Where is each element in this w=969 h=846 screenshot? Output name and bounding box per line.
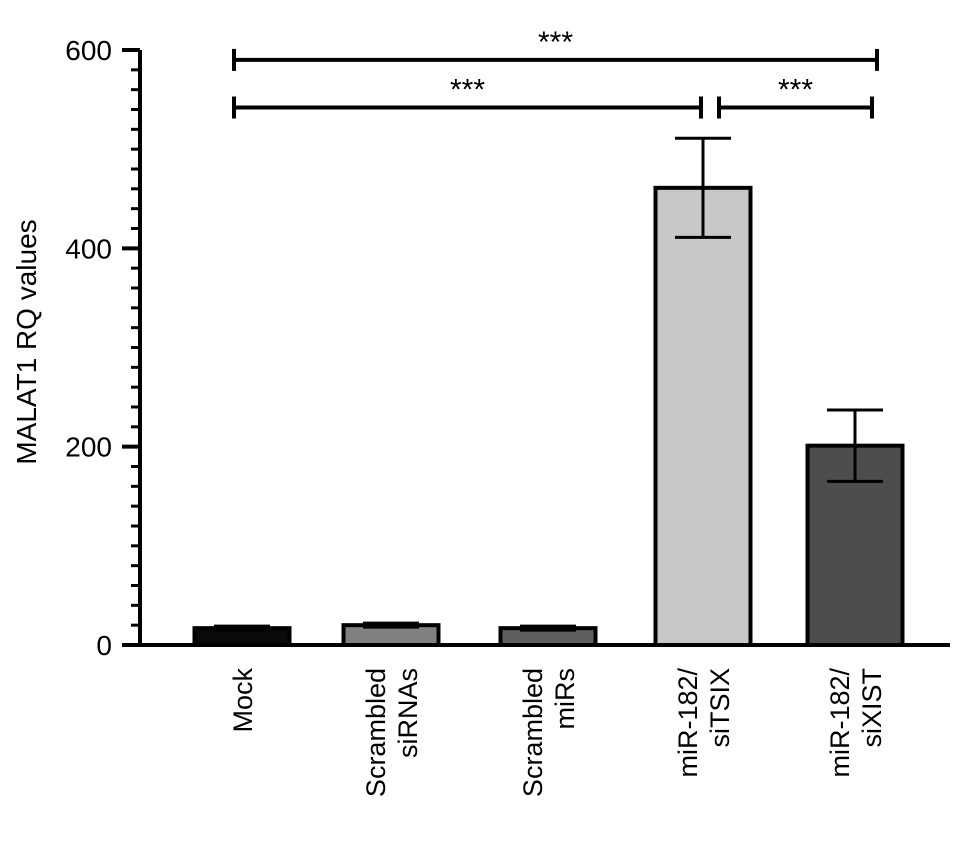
y-tick-label: 200 (65, 432, 112, 463)
significance-label: *** (538, 26, 573, 59)
x-tick-label: miRs (550, 668, 580, 730)
y-tick-label: 400 (65, 233, 112, 264)
x-tick-label: siTSIX (705, 668, 735, 748)
x-tick-label: Mock (228, 668, 258, 733)
bar (805, 443, 905, 647)
bar (653, 185, 753, 647)
significance-label: *** (778, 74, 813, 107)
x-tick-label: Scrambled (518, 668, 548, 797)
y-tick-label: 0 (96, 630, 112, 661)
x-tick-label: miR-182/ (673, 668, 703, 778)
y-tick-label: 600 (65, 35, 112, 66)
x-tick-label: siRNAs (393, 668, 423, 758)
x-tick-label: miR-182/ (825, 668, 855, 778)
x-tick-label: siXIST (857, 668, 887, 748)
y-axis-title: MALAT1 RQ values (11, 219, 42, 464)
significance-label: *** (450, 74, 485, 107)
x-tick-label: Scrambled (361, 668, 391, 797)
